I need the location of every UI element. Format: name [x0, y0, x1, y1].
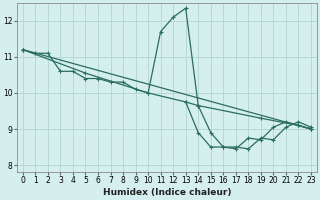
X-axis label: Humidex (Indice chaleur): Humidex (Indice chaleur): [103, 188, 231, 197]
